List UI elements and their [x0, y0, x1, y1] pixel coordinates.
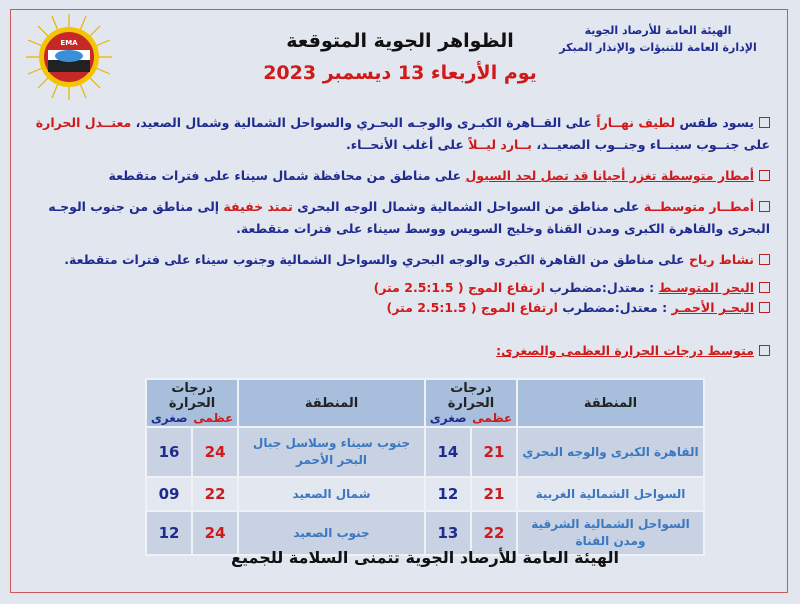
min-temp-cell: 09: [144, 476, 194, 512]
checkbox-bullet-icon: [759, 282, 770, 293]
org-line-2: الإدارة العامة للتنبؤات والإنذار المبكر: [559, 41, 757, 54]
footer-message: الهيئة العامة للأرصاد الجوية تتمنى السلا…: [231, 548, 619, 567]
text-segment: على أغلب الأنحــاء.: [346, 137, 469, 152]
text-segment: على جنــوب سينــاء وجنــوب الصعيــد،: [531, 137, 770, 152]
region-header: المنطقة: [516, 378, 705, 428]
min-label: صغرى: [150, 411, 188, 425]
region-cell: السواحل الشمالية الشرقية ومدن القناة: [516, 510, 705, 556]
text-segment: البحر المتوسـط: [658, 280, 754, 295]
text-segment: : معتدل:مضطرب: [544, 280, 659, 295]
text-segment: يسود طقس: [675, 115, 754, 130]
text-segment: إلى مناطق من جنوب الوجـه البحرى والقاهرة…: [48, 199, 770, 236]
region-header: المنطقة: [237, 378, 426, 428]
temps-heading-text: متوسط درجات الحرارة العظمى والصغرى:: [496, 343, 754, 358]
min-temp-cell: 13: [423, 510, 472, 556]
checkbox-bullet-icon: [759, 254, 770, 265]
max-temp-cell: 22: [191, 476, 240, 512]
max-label: عظمى: [193, 411, 234, 425]
region-cell: جنوب سيناء وسلاسل جبال البحر الأحمر: [237, 426, 426, 478]
text-segment: ارتفاع الموج ( 2.5:1.5 متر): [373, 280, 545, 295]
sea-state-line: البحـر الأحمـر : معتدل:مضطرب ارتفاع المو…: [22, 298, 770, 318]
ema-logo: EMA: [26, 14, 112, 100]
text-segment: على مناطق من القاهرة الكبرى والوجه البحر…: [64, 252, 689, 267]
text-segment: أمطــار متوسطــة: [643, 199, 754, 214]
table-row: القاهرة الكبرى والوجه البحري 21 14 جنوب سين…: [144, 426, 705, 478]
svg-text:EMA: EMA: [60, 39, 78, 47]
forecast-bullet: أمطــار متوسطــة على مناطق من السواحل ال…: [22, 196, 770, 240]
page-title: الظواهر الجوية المتوقعة: [286, 30, 514, 52]
text-segment: : معتدل:مضطرب: [557, 300, 672, 315]
max-label: عظمى: [472, 411, 513, 425]
text-segment: على مناطق من محافظة شمال سيناء على فترات…: [108, 168, 466, 183]
text-segment: البحـر الأحمـر: [671, 300, 754, 315]
organization-name: الهيئة العامة للأرصاد الجوية الإدارة الع…: [558, 22, 758, 56]
sea-state-line: البحر المتوسـط : معتدل:مضطرب ارتفاع المو…: [22, 278, 770, 298]
min-temp-cell: 12: [144, 510, 194, 556]
region-cell: شمال الصعيد: [237, 476, 426, 512]
text-segment: ارتفاع الموج ( 2.5:1.5 متر): [386, 300, 558, 315]
region-cell: السواحل الشمالية الغربية: [516, 476, 705, 512]
text-segment: تمتد خفيفة: [223, 199, 293, 214]
text-segment: بــارد ليــلاً: [468, 137, 532, 152]
temp-header: درجات الحرارة عظمى صغرى: [423, 378, 519, 428]
min-temp-cell: 12: [423, 476, 472, 512]
forecast-date: يوم الأربعاء 13 ديسمبر 2023: [263, 62, 537, 84]
forecast-bullet: يسود طقس لطيف نهــاراً على القــاهرة الك…: [22, 112, 770, 156]
text-segment: لطيف نهــاراً: [596, 115, 676, 130]
org-line-1: الهيئة العامة للأرصاد الجوية: [584, 24, 732, 37]
temp-header: درجات الحرارة عظمى صغرى: [144, 378, 240, 428]
text-segment: على مناطق من السواحل الشمالية وشمال الوج…: [292, 199, 644, 214]
max-temp-cell: 21: [469, 476, 519, 512]
min-temp-cell: 16: [144, 426, 194, 478]
region-cell: جنوب الصعيد: [237, 510, 426, 556]
temps-heading: متوسط درجات الحرارة العظمى والصغرى:: [22, 340, 770, 362]
checkbox-bullet-icon: [759, 170, 770, 181]
text-segment: أمطار متوسطة تغزر أحيانا قد تصل لحد السي…: [465, 168, 754, 183]
max-temp-cell: 22: [469, 510, 519, 556]
table-row: السواحل الشمالية الشرقية ومدن القناة 22 13…: [144, 510, 705, 556]
temperature-table: المنطقة درجات الحرارة عظمى صغرى المنطقة د…: [144, 378, 705, 556]
page-frame: [10, 9, 788, 593]
max-temp-cell: 24: [191, 426, 240, 478]
max-temp-cell: 21: [469, 426, 519, 478]
region-cell: القاهرة الكبرى والوجه البحري: [516, 426, 705, 478]
temp-header-label: درجات الحرارة: [168, 381, 216, 411]
text-segment: معتــدل الحرارة: [35, 115, 132, 130]
temp-header-label: درجات الحرارة: [447, 381, 495, 411]
checkbox-bullet-icon: [759, 201, 770, 212]
min-label: صغرى: [429, 411, 467, 425]
forecast-bullet: أمطار متوسطة تغزر أحيانا قد تصل لحد السي…: [22, 165, 770, 187]
forecast-content: يسود طقس لطيف نهــاراً على القــاهرة الك…: [22, 112, 770, 371]
checkbox-bullet-icon: [759, 117, 770, 128]
text-segment: على القــاهرة الكبـرى والوجـه البحـري وا…: [131, 115, 597, 130]
checkbox-bullet-icon: [759, 345, 770, 356]
min-temp-cell: 14: [423, 426, 472, 478]
checkbox-bullet-icon: [759, 302, 770, 313]
text-segment: نشاط رياح: [688, 252, 754, 267]
max-temp-cell: 24: [191, 510, 240, 556]
forecast-bullet: نشاط رياح على مناطق من القاهرة الكبرى وا…: [22, 249, 770, 271]
table-row: السواحل الشمالية الغربية 21 12 شمال الصعيد 2…: [144, 476, 705, 512]
